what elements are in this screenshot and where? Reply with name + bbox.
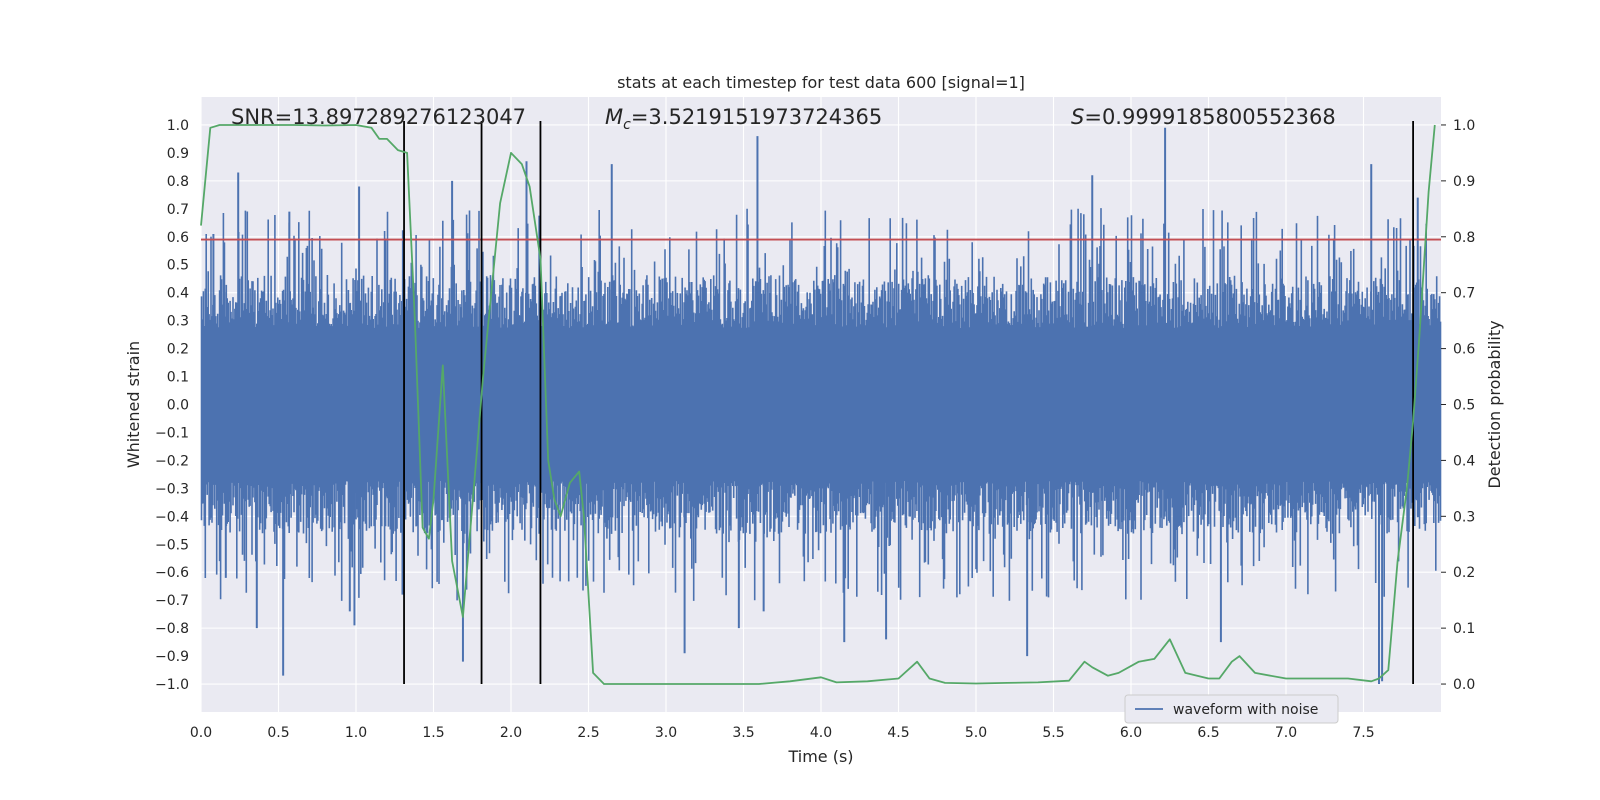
- mc-annotation: Mc=3.5219151973724365: [605, 105, 882, 133]
- y-tick-label: 0.5: [167, 258, 189, 274]
- y-tick-label: 0.6: [167, 230, 189, 246]
- y2-tick-label: 0.6: [1453, 342, 1475, 358]
- mc-value: =3.5219151973724365: [631, 105, 882, 129]
- y2-tick-label: 0.5: [1453, 398, 1475, 414]
- x-axis-label: Time (s): [787, 747, 853, 766]
- y-tick-label: −0.5: [155, 537, 189, 553]
- x-tick-label: 2.5: [577, 725, 599, 741]
- x-tick-label: 2.0: [500, 725, 522, 741]
- x-tick-label: 0.5: [267, 725, 289, 741]
- y-tick-label: −0.9: [155, 649, 189, 665]
- x-tick-label: 7.5: [1352, 725, 1374, 741]
- legend-box: [1124, 694, 1339, 724]
- y-tick-label: 1.0: [167, 118, 189, 134]
- y2-tick-label: 0.3: [1453, 509, 1475, 525]
- y2-axis-label: Detection probability: [1485, 320, 1504, 488]
- y-tick-label: −0.7: [155, 593, 189, 609]
- chart-title: stats at each timestep for test data 600…: [617, 73, 1025, 92]
- detection-probability-series: [200, 124, 1436, 685]
- y-tick-label: −0.4: [155, 509, 189, 525]
- y2-tick-label: 0.9: [1453, 174, 1475, 190]
- axes-layer: 0.0 0.5 1.0 1.5 2.0 2.5 3.0 3.5 4.0 4.5 5.0 5.5 6.0 6…: [155, 118, 1475, 741]
- x-tick-label: 6.5: [1197, 725, 1219, 741]
- legend: waveform with noise: [1124, 694, 1339, 724]
- x-tick-label: 3.0: [655, 725, 677, 741]
- snr-annotation: SNR=13.897289276123047: [231, 105, 526, 129]
- y-tick-label: 0.0: [167, 398, 189, 414]
- s-value: =0.9999185800552368: [1084, 105, 1335, 129]
- y2-tick-label: 0.0: [1453, 677, 1475, 693]
- overlay-layer: [200, 120, 1441, 685]
- y-tick-label: 0.3: [167, 314, 189, 330]
- y-tick-label: −0.6: [155, 565, 189, 581]
- y2-tick-label: 0.7: [1453, 286, 1475, 302]
- y-tick-label: 0.4: [167, 286, 189, 302]
- x-tick-label: 0.0: [190, 725, 212, 741]
- y-axis-label: Whitened strain: [124, 341, 143, 468]
- y-tick-label: −0.3: [155, 481, 189, 497]
- y-tick-label: 0.7: [167, 202, 189, 218]
- y2-tick-label: 0.2: [1453, 565, 1475, 581]
- y-tick-label: −0.1: [155, 425, 189, 441]
- y-tick-label: 0.9: [167, 146, 189, 162]
- x-tick-label: 4.5: [887, 725, 909, 741]
- y2-tick-label: 0.4: [1453, 453, 1475, 469]
- y-tick-label: −1.0: [155, 677, 189, 693]
- y-tick-label: 0.1: [167, 370, 189, 386]
- x-tick-label: 7.0: [1275, 725, 1297, 741]
- s-symbol: S: [1071, 105, 1084, 129]
- x-tick-label: 4.0: [810, 725, 832, 741]
- x-tick-label: 5.5: [1042, 725, 1064, 741]
- y2-tick-label: 0.8: [1453, 230, 1475, 246]
- s-annotation: S=0.9999185800552368: [1071, 105, 1336, 129]
- mc-subscript: c: [623, 117, 631, 133]
- y-tick-label: −0.2: [155, 453, 189, 469]
- y-tick-label: −0.8: [155, 621, 189, 637]
- series-layer: [200, 127, 1442, 685]
- x-tick-label: 1.5: [422, 725, 444, 741]
- x-tick-label: 6.0: [1120, 725, 1142, 741]
- y2-tick-label: 0.1: [1453, 621, 1475, 637]
- legend-entry: waveform with noise: [1173, 702, 1318, 718]
- y-tick-label: 0.2: [167, 342, 189, 358]
- x-tick-label: 3.5: [732, 725, 754, 741]
- y-tick-label: 0.8: [167, 174, 189, 190]
- x-tick-label: 5.0: [965, 725, 987, 741]
- x-tick-label: 1.0: [345, 725, 367, 741]
- y2-tick-label: 1.0: [1453, 118, 1475, 134]
- mc-symbol: M: [605, 105, 623, 129]
